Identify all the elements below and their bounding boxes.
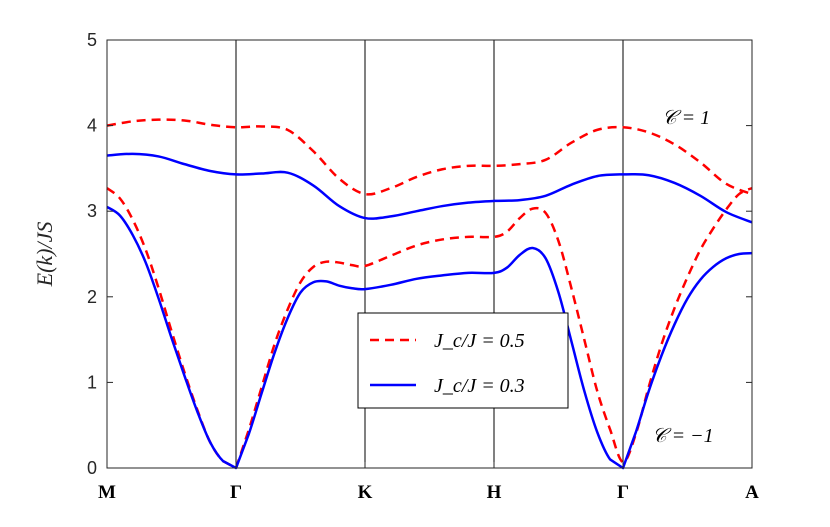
y-tick-label-1: 1 bbox=[87, 372, 97, 392]
x-tick-label-4: Γ bbox=[617, 482, 629, 503]
series-3-lower-band bbox=[106, 205, 753, 470]
y-tick-label-3: 3 bbox=[87, 201, 97, 221]
x-tick-label-2: K bbox=[358, 482, 373, 503]
y-tick-label-4: 4 bbox=[87, 116, 97, 136]
series-group bbox=[106, 118, 753, 470]
series-0-upper-band bbox=[106, 118, 753, 196]
chern-number-upper: 𝒞 = 1 bbox=[662, 107, 710, 129]
legend-box bbox=[357, 312, 569, 409]
chern-number-lower: 𝒞 = −1 bbox=[652, 425, 714, 447]
axes-box bbox=[106, 39, 753, 469]
y-axis-ticks: 0 1 2 3 4 5 bbox=[87, 30, 752, 478]
y-tick-label-5: 5 bbox=[87, 30, 97, 50]
legend-label-1: J_c/J = 0.3 bbox=[434, 375, 525, 397]
x-tick-label-5: A bbox=[745, 482, 759, 503]
x-tick-label-0: M bbox=[98, 482, 116, 503]
series-2-upper-band bbox=[106, 152, 753, 224]
legend: J_c/J = 0.5 J_c/J = 0.3 bbox=[357, 312, 569, 409]
x-tick-label-1: Γ bbox=[230, 482, 242, 503]
y-axis-label: E(k)/JS bbox=[32, 222, 57, 288]
y-tick-label-2: 2 bbox=[87, 287, 97, 307]
legend-label-0: J_c/J = 0.5 bbox=[434, 330, 525, 352]
y-tick-label-0: 0 bbox=[87, 458, 97, 478]
x-tick-label-3: H bbox=[487, 482, 502, 503]
